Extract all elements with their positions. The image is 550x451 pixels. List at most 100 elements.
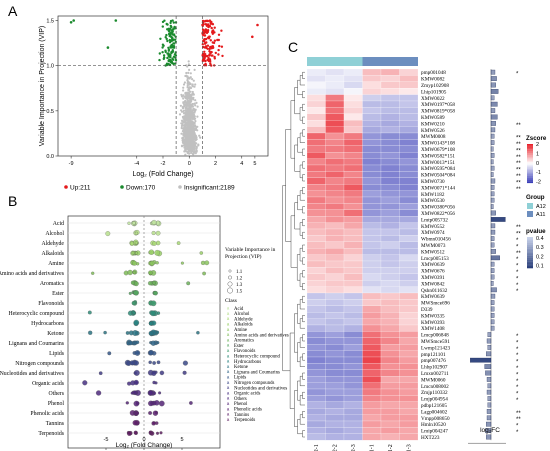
heatmap-cell bbox=[325, 216, 345, 223]
row-name: XMW1408 bbox=[421, 326, 445, 332]
row-name: Vmpp008650 bbox=[421, 416, 450, 422]
significance-mark: ** bbox=[516, 161, 521, 167]
class-legend-label: Alcohol bbox=[234, 312, 250, 317]
fc-bar bbox=[486, 415, 492, 421]
heatmap-cell bbox=[325, 177, 345, 185]
x-tick-label: 0 bbox=[188, 161, 191, 167]
class-point bbox=[95, 390, 102, 396]
heatmap-cell bbox=[362, 312, 382, 319]
heatmap-cell bbox=[380, 100, 400, 108]
heatmap-cell bbox=[325, 401, 345, 409]
zscore-gradient-step bbox=[527, 150, 533, 152]
up-point bbox=[217, 33, 221, 36]
heatmap-cell bbox=[362, 248, 382, 255]
heatmap-cell bbox=[362, 420, 382, 428]
heatmap-cell bbox=[362, 184, 382, 191]
class-point bbox=[148, 321, 154, 326]
heatmap-cell bbox=[325, 344, 345, 351]
heatmap-cell bbox=[362, 209, 382, 217]
row-name: MWM0073 bbox=[421, 243, 446, 249]
pvalue-legend-title: pvalue bbox=[526, 228, 546, 235]
heatmap-cell bbox=[380, 203, 400, 210]
heatmap-cell bbox=[362, 299, 382, 306]
class-point bbox=[148, 349, 154, 356]
heatmap-cell bbox=[306, 222, 326, 230]
heatmap-cell bbox=[362, 68, 382, 76]
group-legend-label: A11 bbox=[536, 212, 545, 218]
heatmap-cell bbox=[306, 356, 326, 364]
heatmap-cell bbox=[343, 299, 363, 306]
heatmap-cell bbox=[306, 158, 326, 166]
heatmap-cell bbox=[399, 145, 419, 153]
heatmap-cell bbox=[306, 312, 326, 319]
category-label: Acid bbox=[53, 221, 64, 227]
row-name: XMW0071*144 bbox=[421, 185, 455, 191]
heatmap-cell bbox=[325, 113, 345, 121]
heatmap-cell bbox=[306, 241, 326, 249]
heatmap-cell bbox=[343, 107, 363, 114]
heatmap-cell bbox=[343, 382, 363, 390]
class-point bbox=[133, 369, 140, 376]
class-legend-marker: a bbox=[227, 332, 230, 337]
heatmap-cell bbox=[306, 132, 326, 140]
row-name: Lmcn008002 bbox=[421, 384, 449, 390]
row-name: XMW0639 bbox=[421, 262, 445, 268]
insignificant-point bbox=[189, 117, 192, 121]
heatmap-cell bbox=[306, 184, 326, 191]
y-tick-label: 1.0 bbox=[46, 64, 54, 70]
insignificant-point bbox=[190, 140, 193, 143]
heatmap-cell bbox=[306, 254, 326, 262]
zscore-tick: 2 bbox=[536, 142, 539, 148]
fc-bar bbox=[490, 236, 495, 241]
significance-mark: ** bbox=[516, 142, 521, 148]
heatmap-cell bbox=[343, 100, 363, 108]
heatmap-cell bbox=[343, 145, 363, 153]
class-legend-marker: a bbox=[227, 385, 230, 390]
significance-mark: * bbox=[516, 238, 519, 244]
heatmap-cell bbox=[306, 145, 326, 153]
insignificant-point bbox=[178, 113, 182, 116]
row-name: Lhbp102907 bbox=[421, 365, 448, 371]
zscore-tick: -1 bbox=[536, 170, 541, 176]
row-name: KMW0393 bbox=[421, 320, 445, 326]
up-point bbox=[220, 45, 224, 48]
heatmap-cell bbox=[343, 209, 363, 217]
heatmap-cell bbox=[362, 433, 382, 441]
heatmap-cell bbox=[306, 171, 326, 178]
insignificant-point bbox=[180, 124, 183, 128]
up-point bbox=[202, 23, 205, 26]
heatmap-cell bbox=[306, 388, 326, 396]
heatmap-cell bbox=[362, 382, 382, 390]
down-point bbox=[166, 56, 169, 60]
heatmap-cell bbox=[399, 203, 419, 210]
row-name: HXT223 bbox=[421, 435, 440, 441]
insignificant-point bbox=[188, 138, 191, 141]
insignificant-point bbox=[186, 119, 190, 123]
class-point bbox=[134, 350, 141, 356]
fc-bar bbox=[490, 89, 499, 94]
heatmap-cell bbox=[306, 216, 326, 223]
heatmap-cell bbox=[325, 331, 345, 338]
fc-bar bbox=[490, 82, 496, 88]
heatmap-cell bbox=[325, 376, 345, 383]
insignificant-point bbox=[189, 76, 192, 79]
fc-bar bbox=[490, 127, 496, 133]
up-point bbox=[213, 26, 216, 29]
heatmap-cell bbox=[343, 164, 363, 172]
fc-bar bbox=[490, 172, 494, 177]
up-point bbox=[206, 36, 210, 39]
row-name: Zmjp110332 bbox=[421, 390, 448, 396]
heatmap-cell bbox=[325, 75, 345, 82]
insignificant-point bbox=[187, 63, 190, 66]
category-label: Ketone bbox=[47, 331, 64, 337]
group-cell-A12-1 bbox=[307, 57, 326, 66]
class-point bbox=[131, 310, 136, 315]
class-point bbox=[155, 431, 160, 435]
heatmap-cell bbox=[306, 203, 326, 210]
class-point bbox=[154, 400, 160, 406]
row-name: pdbp121605 bbox=[421, 403, 447, 409]
row-name: XMW0022 bbox=[421, 96, 445, 102]
heatmap-cell bbox=[399, 280, 419, 287]
heatmap-cell bbox=[362, 318, 382, 326]
row-name: Lmcp005153 bbox=[421, 256, 449, 262]
